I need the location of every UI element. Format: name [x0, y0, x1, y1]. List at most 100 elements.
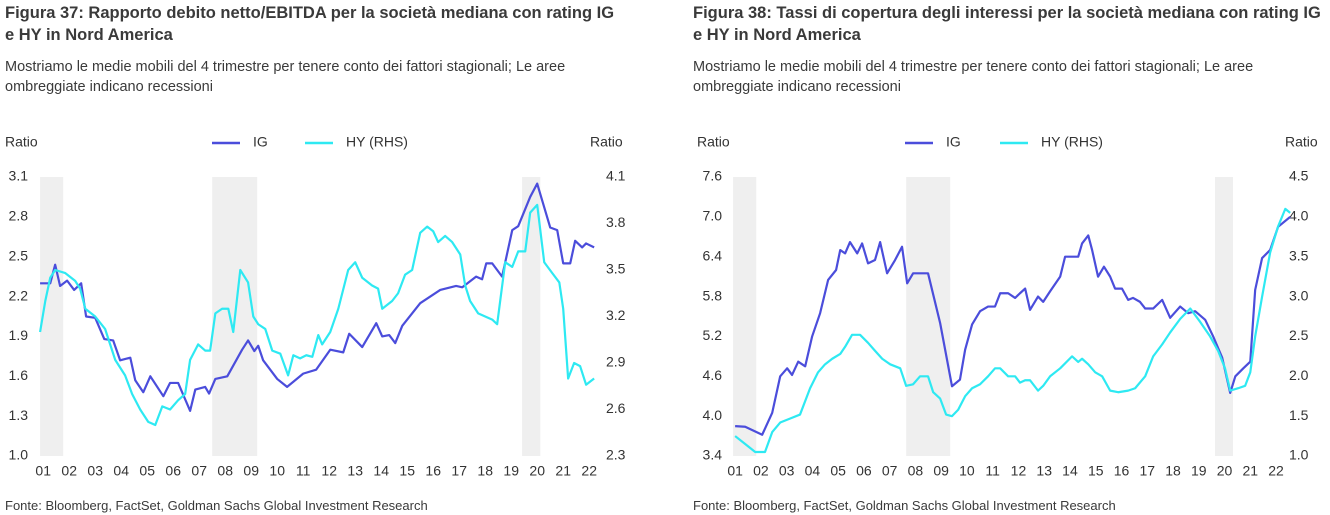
x-tick-label: 20 [529, 463, 545, 479]
x-tick-label: 14 [1062, 463, 1078, 479]
y-tick-label: 2.5 [9, 247, 29, 263]
series-line [734, 207, 1291, 454]
source-note: Fonte: Bloomberg, FactSet, Goldman Sachs… [693, 498, 1116, 513]
y-tick-label: 5.2 [703, 327, 723, 343]
y2-tick-label: 3.2 [606, 307, 626, 323]
y-tick-label: 1.3 [9, 407, 29, 423]
recession-band [40, 177, 64, 456]
x-tick-label: 15 [1088, 463, 1104, 479]
y-axis-label: Ratio [5, 134, 38, 150]
y2-tick-label: 1.0 [1289, 447, 1309, 463]
x-tick-label: 06 [165, 463, 181, 479]
x-tick-label: 02 [61, 463, 77, 479]
y2-axis-label: Ratio [1285, 134, 1318, 150]
legend-label: HY (RHS) [346, 134, 408, 150]
y-tick-label: 2.2 [9, 287, 29, 303]
series-line [40, 182, 595, 412]
x-tick-label: 13 [1036, 463, 1052, 479]
legend-label: HY (RHS) [1041, 134, 1103, 150]
x-tick-label: 21 [1242, 463, 1258, 479]
x-tick-label: 15 [399, 463, 415, 479]
recession-band [906, 177, 951, 456]
y2-tick-label: 2.3 [606, 447, 626, 463]
y-axis-label: Ratio [697, 134, 730, 150]
y-tick-label: 1.0 [9, 447, 29, 463]
y2-tick-label: 4.1 [606, 168, 626, 184]
x-tick-label: 04 [805, 463, 821, 479]
x-tick-label: 22 [581, 463, 597, 479]
x-tick-label: 03 [779, 463, 795, 479]
x-tick-label: 12 [1011, 463, 1027, 479]
y2-tick-label: 2.9 [606, 354, 626, 370]
x-tick-label: 08 [908, 463, 924, 479]
series-line [38, 203, 595, 427]
y2-tick-label: 4.5 [1289, 168, 1309, 184]
x-tick-label: 01 [727, 463, 743, 479]
y-tick-label: 2.8 [9, 208, 29, 224]
x-tick-label: 12 [321, 463, 337, 479]
y-tick-label: 6.4 [703, 247, 723, 263]
y2-tick-label: 1.5 [1289, 407, 1309, 423]
x-tick-label: 19 [1191, 463, 1207, 479]
x-tick-label: 14 [373, 463, 389, 479]
x-tick-label: 18 [477, 463, 493, 479]
legend-label: IG [946, 134, 961, 150]
recession-band [522, 177, 541, 456]
x-tick-label: 17 [451, 463, 467, 479]
y2-tick-label: 3.5 [1289, 247, 1309, 263]
x-tick-label: 17 [1139, 463, 1155, 479]
x-tick-label: 08 [217, 463, 233, 479]
x-tick-label: 09 [933, 463, 949, 479]
source-note: Fonte: Bloomberg, FactSet, Goldman Sachs… [5, 498, 428, 513]
x-tick-label: 10 [959, 463, 975, 479]
x-tick-label: 03 [87, 463, 103, 479]
x-tick-label: 06 [856, 463, 872, 479]
y-tick-label: 7.0 [703, 208, 723, 224]
recession-band [733, 177, 757, 456]
y2-axis-label: Ratio [590, 134, 623, 150]
x-tick-label: 07 [882, 463, 898, 479]
x-tick-label: 21 [555, 463, 571, 479]
x-tick-label: 13 [347, 463, 363, 479]
x-tick-label: 07 [191, 463, 207, 479]
y-tick-label: 4.6 [703, 367, 723, 383]
chart-title: Figura 38: Tassi di copertura degli inte… [693, 4, 1321, 44]
y2-tick-label: 3.5 [606, 261, 626, 277]
y2-tick-label: 3.8 [606, 214, 626, 230]
x-tick-label: 05 [830, 463, 846, 479]
y-tick-label: 4.0 [703, 407, 723, 423]
y2-tick-label: 2.0 [1289, 367, 1309, 383]
y2-tick-label: 4.0 [1289, 208, 1309, 224]
y2-tick-label: 3.0 [1289, 287, 1309, 303]
x-tick-label: 22 [1268, 463, 1284, 479]
y2-tick-label: 2.6 [606, 400, 626, 416]
x-tick-label: 16 [425, 463, 441, 479]
y2-tick-label: 2.5 [1289, 327, 1309, 343]
chart-subtitle: Mostriamo le medie mobili del 4 trimestr… [5, 59, 566, 95]
recession-band [1214, 177, 1234, 456]
y-tick-label: 5.8 [703, 287, 723, 303]
y-tick-label: 3.4 [703, 447, 723, 463]
y-tick-label: 7.6 [703, 168, 723, 184]
chart-subtitle: Mostriamo le medie mobili del 4 trimestr… [693, 59, 1254, 95]
x-tick-label: 11 [985, 463, 1000, 479]
x-tick-label: 10 [269, 463, 285, 479]
x-tick-label: 18 [1165, 463, 1181, 479]
legend-label: IG [253, 134, 268, 150]
x-tick-label: 05 [139, 463, 155, 479]
y-tick-label: 1.9 [9, 327, 29, 343]
chart-title: Figura 37: Rapporto debito netto/EBITDA … [5, 4, 615, 44]
x-tick-label: 02 [753, 463, 769, 479]
x-tick-label: 11 [296, 463, 311, 479]
x-tick-label: 19 [503, 463, 519, 479]
series-line [735, 216, 1291, 436]
x-tick-label: 16 [1114, 463, 1130, 479]
x-tick-label: 01 [35, 463, 51, 479]
x-tick-label: 09 [243, 463, 259, 479]
y-tick-label: 3.1 [9, 168, 29, 184]
y-tick-label: 1.6 [9, 367, 29, 383]
x-tick-label: 20 [1217, 463, 1233, 479]
x-tick-label: 04 [113, 463, 129, 479]
